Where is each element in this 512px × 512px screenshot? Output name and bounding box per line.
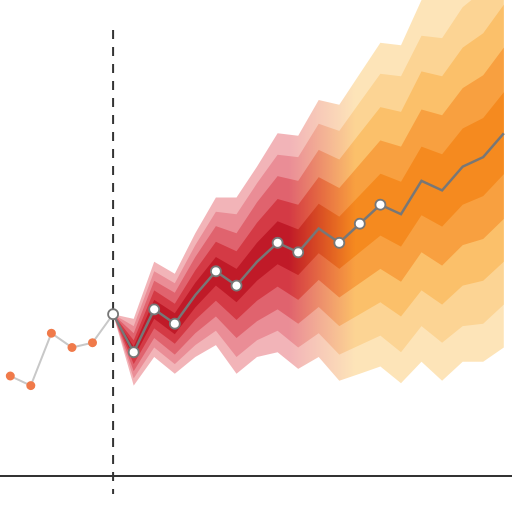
uncertainty-bands [113,0,504,386]
forecast-point [127,346,140,359]
history-point [46,328,56,338]
history-point [26,381,36,391]
forecast-point [271,236,284,249]
history-point [67,343,77,352]
forecast-point [209,265,222,278]
history-point [5,371,15,381]
forecast-point [353,217,366,230]
history-line [9,313,114,387]
forecast-point [292,246,305,259]
forecast-point [333,236,346,249]
history-point [88,338,97,348]
uncertainty-band-5 [113,92,504,359]
series-points [5,198,387,391]
forecast-point [107,308,119,321]
forecast-point [230,279,243,292]
forecast-point [148,303,161,316]
forecast-point [168,317,181,330]
forecast-point [374,198,387,211]
